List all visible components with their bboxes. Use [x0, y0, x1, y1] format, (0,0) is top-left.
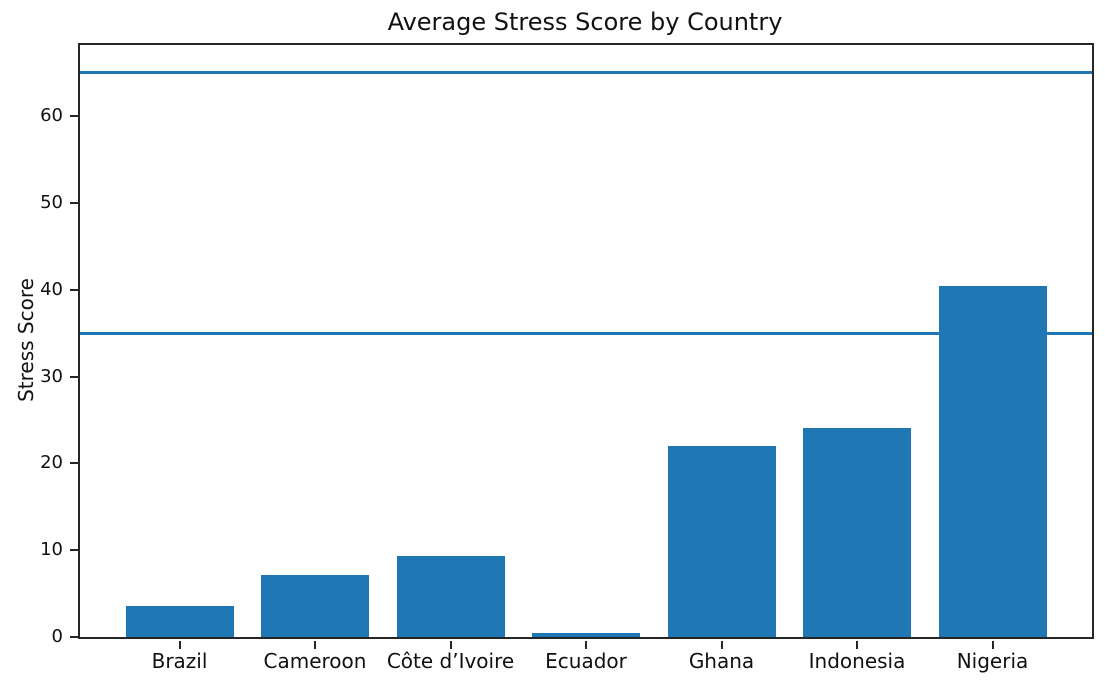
- y-tick-label: 50: [40, 191, 63, 213]
- x-tick-mark: [720, 641, 723, 649]
- x-tick-mark: [585, 641, 587, 649]
- y-tick-label: 30: [40, 365, 63, 387]
- y-tick-mark: [70, 636, 78, 638]
- x-tick-label: Côte d’Ivoire: [386, 649, 515, 673]
- y-tick-mark: [70, 115, 78, 118]
- x-tick-label: Ghana: [688, 649, 755, 673]
- chart-title: Average Stress Score by Country: [387, 8, 783, 36]
- bar-brazil: [125, 605, 234, 637]
- x-tick-label: Nigeria: [956, 649, 1029, 673]
- x-tick-label: Brazil: [151, 649, 208, 673]
- bar-nigeria: [938, 286, 1047, 637]
- x-tick-mark: [991, 641, 994, 649]
- x-tick-mark: [178, 641, 181, 649]
- y-tick-mark: [70, 375, 78, 378]
- x-tick-label: Ecuador: [545, 649, 627, 673]
- bar-indonesia: [803, 427, 911, 637]
- bar-cameroon: [261, 575, 369, 637]
- x-tick-mark: [856, 641, 858, 649]
- y-tick-label: 0: [51, 626, 63, 647]
- plot-area: Brazil Cameroon Côte d’Ivoire Ecuador Ghana I…: [40, 43, 1094, 673]
- y-tick-label: 10: [40, 539, 63, 561]
- y-tick-mark: [70, 549, 78, 552]
- bar-ecuador: [532, 632, 640, 637]
- bar-c-te-d-ivoire: [396, 556, 505, 637]
- y-tick-label: 60: [40, 105, 63, 127]
- bar-ghana: [667, 446, 776, 637]
- threshold-line-65: [80, 71, 1092, 75]
- y-tick-label: 40: [40, 278, 63, 300]
- x-tick-mark: [449, 641, 452, 649]
- x-tick-label: Indonesia: [808, 649, 906, 673]
- y-tick-mark: [70, 201, 78, 204]
- x-tick-label: Cameroon: [263, 649, 367, 673]
- y-tick-mark: [70, 288, 78, 291]
- threshold-line-35: [80, 331, 1092, 335]
- y-tick-label: 20: [40, 452, 63, 474]
- y-tick-mark: [70, 462, 78, 465]
- x-tick-mark: [314, 641, 316, 649]
